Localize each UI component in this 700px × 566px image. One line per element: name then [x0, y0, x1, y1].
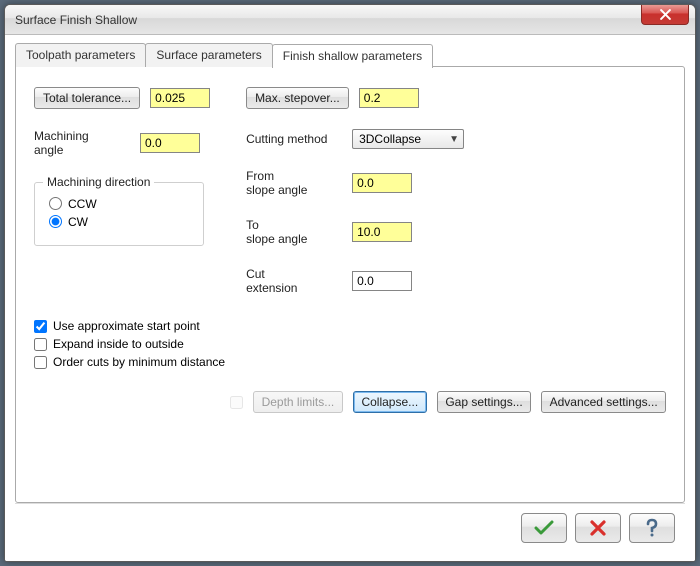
radio-cw-label: CW	[68, 215, 88, 229]
cutting-method-value: 3DCollapse	[359, 132, 421, 146]
tab-surface-parameters[interactable]: Surface parameters	[145, 43, 272, 67]
depth-limits-button: Depth limits...	[253, 391, 343, 413]
button-row: Depth limits... Collapse... Gap settings…	[230, 391, 666, 413]
cutting-method-select[interactable]: 3DCollapse ▼	[352, 129, 464, 149]
check-expand-inside-label: Expand inside to outside	[53, 337, 184, 351]
right-column: Max. stepover... Cutting method 3DCollap…	[246, 87, 464, 305]
from-slope-input[interactable]	[352, 173, 412, 193]
window-title: Surface Finish Shallow	[15, 13, 641, 27]
max-stepover-button[interactable]: Max. stepover...	[246, 87, 349, 109]
machining-direction-group: Machining direction CCW CW	[34, 182, 204, 246]
total-tolerance-button[interactable]: Total tolerance...	[34, 87, 140, 109]
tab-panel: Total tolerance... Machining angle Machi…	[15, 66, 685, 503]
client-area: Toolpath parameters Surface parameters F…	[5, 35, 695, 561]
close-button[interactable]	[641, 5, 689, 25]
help-button[interactable]	[629, 513, 675, 543]
check-expand-inside[interactable]: Expand inside to outside	[34, 337, 666, 351]
cutting-method-label: Cutting method	[246, 132, 342, 146]
titlebar: Surface Finish Shallow	[5, 5, 695, 35]
cut-extension-label: Cut extension	[246, 267, 342, 296]
tab-toolpath-parameters[interactable]: Toolpath parameters	[15, 43, 146, 67]
gap-settings-button[interactable]: Gap settings...	[437, 391, 531, 413]
from-slope-label: From slope angle	[246, 169, 342, 198]
check-approx-start-input[interactable]	[34, 320, 47, 333]
ok-button[interactable]	[521, 513, 567, 543]
radio-ccw[interactable]: CCW	[49, 197, 189, 211]
checkbox-group: Use approximate start point Expand insid…	[34, 319, 666, 369]
close-icon	[660, 9, 671, 20]
dialog-footer	[15, 503, 685, 551]
left-column: Total tolerance... Machining angle Machi…	[34, 87, 210, 246]
tab-strip: Toolpath parameters Surface parameters F…	[15, 43, 685, 67]
check-approx-start[interactable]: Use approximate start point	[34, 319, 666, 333]
checkmark-icon	[534, 519, 554, 537]
cancel-button[interactable]	[575, 513, 621, 543]
to-slope-input[interactable]	[352, 222, 412, 242]
chevron-down-icon: ▼	[449, 134, 459, 145]
check-approx-start-label: Use approximate start point	[53, 319, 200, 333]
cut-extension-input[interactable]	[352, 271, 412, 291]
advanced-settings-button[interactable]: Advanced settings...	[541, 391, 666, 413]
check-order-cuts[interactable]: Order cuts by minimum distance	[34, 355, 666, 369]
machining-angle-input[interactable]	[140, 133, 200, 153]
check-order-cuts-input[interactable]	[34, 356, 47, 369]
radio-ccw-input[interactable]	[49, 197, 62, 210]
check-order-cuts-label: Order cuts by minimum distance	[53, 355, 225, 369]
check-expand-inside-input[interactable]	[34, 338, 47, 351]
radio-cw[interactable]: CW	[49, 215, 189, 229]
cross-icon	[589, 519, 607, 537]
radio-ccw-label: CCW	[68, 197, 97, 211]
dialog-window: Surface Finish Shallow Toolpath paramete…	[4, 4, 696, 562]
max-stepover-input[interactable]	[359, 88, 419, 108]
machining-direction-legend: Machining direction	[43, 175, 154, 189]
question-icon	[644, 518, 660, 538]
collapse-button[interactable]: Collapse...	[353, 391, 427, 413]
depth-limits-checkbox	[230, 396, 243, 409]
tab-finish-shallow-parameters[interactable]: Finish shallow parameters	[272, 44, 433, 68]
machining-angle-label: Machining angle	[34, 129, 130, 158]
to-slope-label: To slope angle	[246, 218, 342, 247]
total-tolerance-input[interactable]	[150, 88, 210, 108]
radio-cw-input[interactable]	[49, 215, 62, 228]
